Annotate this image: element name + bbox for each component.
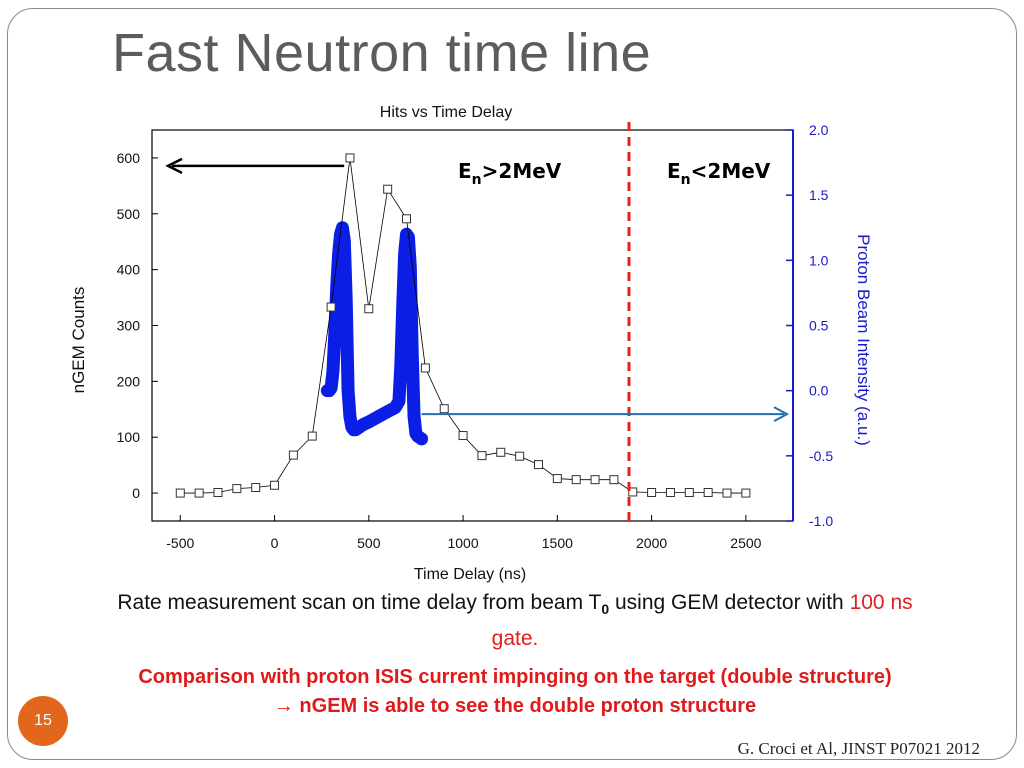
ngem-counts-point bbox=[647, 488, 657, 498]
ngem-counts-point bbox=[552, 474, 562, 484]
x-tick-label: 0 bbox=[271, 535, 279, 551]
y-axis-left-label: nGEM Counts bbox=[69, 287, 88, 394]
y-left-tick-label: 500 bbox=[117, 206, 141, 222]
page-number-badge: 15 bbox=[18, 696, 68, 746]
caption-rate-scan-gate: 100 ns bbox=[849, 591, 913, 614]
y-left-tick-label: 300 bbox=[117, 318, 141, 334]
x-axis: -500 0 500 1000 1500 2000 2500 bbox=[166, 515, 762, 551]
hits-vs-time-chart: Hits vs Time Delay -500 0 500 1000 1500 2000 2… bbox=[69, 104, 873, 583]
ngem-counts-point bbox=[609, 475, 619, 485]
caption-rate-scan-subscript: 0 bbox=[601, 601, 610, 618]
y-left-tick-label: 0 bbox=[132, 485, 140, 501]
x-tick-label: -500 bbox=[166, 535, 194, 551]
annotation-low-energy: En<2MeV bbox=[667, 159, 771, 188]
ngem-counts-point bbox=[232, 484, 242, 494]
y-axis-right-label: Proton Beam Intensity (a.u.) bbox=[854, 234, 873, 446]
y-left-tick-label: 400 bbox=[117, 262, 141, 278]
ngem-counts-point bbox=[703, 488, 713, 498]
ngem-counts-point bbox=[270, 480, 280, 490]
caption-rate-scan-gate-suffix: gate. bbox=[491, 627, 539, 651]
ngem-counts-point bbox=[571, 475, 581, 485]
ngem-counts-point bbox=[364, 304, 374, 314]
ngem-counts-point bbox=[175, 488, 185, 498]
ngem-counts-point bbox=[213, 488, 223, 498]
caption-conclusion-text: nGEM is able to see the double proton st… bbox=[293, 695, 757, 717]
overlay-layer bbox=[165, 122, 790, 521]
ngem-counts-point bbox=[515, 451, 525, 461]
ngem-counts-point bbox=[477, 451, 487, 461]
x-tick-label: 2500 bbox=[730, 535, 761, 551]
slide-frame bbox=[7, 8, 1017, 760]
ngem-counts-point bbox=[194, 488, 204, 498]
citation: G. Croci et Al, JINST P07021 2012 bbox=[737, 739, 980, 758]
annotation-high-energy: En>2MeV bbox=[458, 159, 562, 188]
caption-rate-scan-text-b: using GEM detector with bbox=[609, 591, 850, 614]
ngem-counts-point bbox=[251, 482, 261, 492]
proton-beam-series-line bbox=[320, 221, 429, 446]
y-right-tick-label: -1.0 bbox=[809, 513, 833, 529]
y-left-tick-label: 600 bbox=[117, 150, 141, 166]
ngem-counts-point bbox=[326, 302, 336, 312]
right-arrow-icon: → bbox=[273, 695, 294, 717]
chart-title: Hits vs Time Delay bbox=[380, 104, 512, 121]
x-axis-label: Time Delay (ns) bbox=[414, 566, 526, 583]
page-title: Fast Neutron time line bbox=[112, 23, 652, 83]
y-left-tick-label: 100 bbox=[117, 429, 141, 445]
y-right-tick-label: 1.5 bbox=[809, 187, 829, 203]
ngem-counts-point bbox=[628, 487, 638, 497]
ngem-counts-point bbox=[665, 488, 675, 498]
caption-rate-scan-text-a: Rate measurement scan on time delay from… bbox=[117, 591, 602, 614]
y-right-tick-label: -0.5 bbox=[809, 448, 833, 464]
ngem-counts-point bbox=[722, 488, 732, 498]
plot-frame bbox=[151, 129, 794, 522]
y-right-tick-label: 1.0 bbox=[809, 252, 829, 268]
ngem-counts-point bbox=[533, 460, 543, 470]
caption-comparison: Comparison with proton ISIS current impi… bbox=[138, 666, 892, 688]
y-right-tick-label: 0.5 bbox=[809, 318, 829, 334]
ngem-counts-series-line bbox=[180, 157, 746, 494]
left-arrow-icon bbox=[165, 157, 183, 175]
right-arrow-icon bbox=[773, 406, 790, 423]
series-layer bbox=[175, 153, 751, 498]
x-tick-label: 2000 bbox=[636, 535, 667, 551]
caption-conclusion: → nGEM is able to see the double proton … bbox=[20, 692, 1010, 721]
ngem-counts-point bbox=[288, 450, 298, 460]
y-right-tick-label: 0.0 bbox=[809, 383, 829, 399]
ngem-counts-point bbox=[420, 363, 430, 373]
y-axis-right: -1.0 -0.5 0.0 0.5 1.0 1.5 2.0 bbox=[786, 122, 833, 529]
ngem-counts-point bbox=[402, 214, 412, 224]
y-axis-left: 0 100 200 300 400 500 600 bbox=[117, 150, 158, 501]
ngem-counts-point bbox=[345, 153, 355, 163]
x-tick-label: 1000 bbox=[447, 535, 478, 551]
y-right-tick-label: 2.0 bbox=[809, 122, 829, 138]
x-tick-label: 500 bbox=[357, 535, 381, 551]
ngem-counts-point bbox=[458, 431, 468, 441]
ngem-counts-point bbox=[590, 475, 600, 485]
ngem-counts-point bbox=[496, 447, 506, 457]
caption-rate-scan: Rate measurement scan on time delay from… bbox=[20, 588, 1010, 654]
x-tick-label: 1500 bbox=[542, 535, 573, 551]
y-left-tick-label: 200 bbox=[117, 373, 141, 389]
ngem-counts-point bbox=[741, 488, 751, 498]
ngem-counts-point bbox=[383, 184, 393, 194]
ngem-counts-point bbox=[307, 431, 317, 441]
ngem-counts-point bbox=[684, 488, 694, 498]
ngem-counts-point bbox=[439, 404, 449, 414]
